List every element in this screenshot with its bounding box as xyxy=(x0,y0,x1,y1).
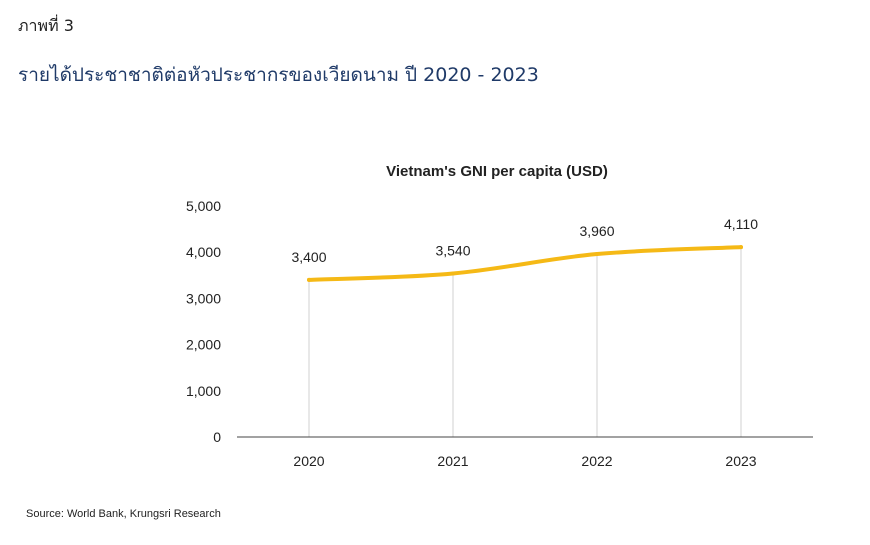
x-tick-label: 2020 xyxy=(293,453,324,469)
data-point-2023 xyxy=(739,245,743,250)
source-note: Source: World Bank, Krungsri Research xyxy=(26,508,221,520)
y-tick-label: 2,000 xyxy=(186,337,221,353)
x-tick-labels: 2020 2021 2022 2023 xyxy=(293,453,756,469)
gridlines xyxy=(308,247,742,437)
data-point-2022 xyxy=(595,252,599,257)
y-tick-label: 1,000 xyxy=(186,383,221,399)
data-labels: 3,400 3,540 3,960 4,110 xyxy=(291,216,758,282)
data-point-2021 xyxy=(451,271,455,276)
y-tick-label: 5,000 xyxy=(186,198,221,214)
series-line-gni xyxy=(307,245,743,282)
y-tick-label: 4,000 xyxy=(186,244,221,260)
y-tick-label: 0 xyxy=(213,429,221,445)
data-label-2023: 4,110 xyxy=(724,216,758,232)
y-tick-label: 3,000 xyxy=(186,290,221,306)
y-tick-labels: 0 1,000 2,000 3,000 4,000 5,000 xyxy=(186,198,221,445)
chart-title: Vietnam's GNI per capita (USD) xyxy=(386,163,608,180)
data-label-2021: 3,540 xyxy=(435,242,470,258)
figure-title: รายได้ประชาชาติต่อหัวประชากรของเวียดนาม … xyxy=(18,64,539,86)
data-point-2020 xyxy=(307,277,311,282)
data-label-2020: 3,400 xyxy=(291,249,326,265)
figure-label: ภาพที่ 3 xyxy=(18,16,74,35)
x-tick-label: 2023 xyxy=(725,453,756,469)
x-tick-label: 2021 xyxy=(437,453,468,469)
x-tick-label: 2022 xyxy=(581,453,612,469)
data-label-2022: 3,960 xyxy=(579,223,614,239)
